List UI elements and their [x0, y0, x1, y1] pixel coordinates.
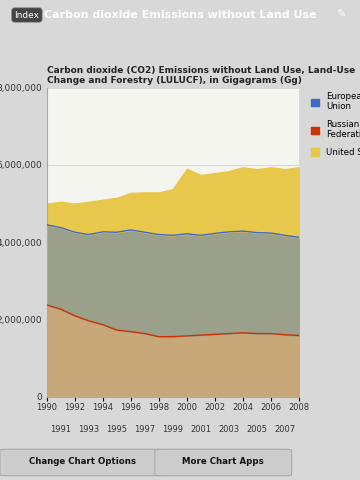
Text: 1999: 1999 — [162, 425, 183, 434]
Text: 2007: 2007 — [274, 425, 295, 434]
FancyBboxPatch shape — [0, 449, 166, 476]
Text: 2005: 2005 — [246, 425, 267, 434]
Text: ✎: ✎ — [336, 10, 346, 20]
Text: Carbon dioxide (CO2) Emissions without Land Use, Land-Use
Change and Forestry (L: Carbon dioxide (CO2) Emissions without L… — [47, 66, 355, 85]
Text: 1995: 1995 — [106, 425, 127, 434]
FancyBboxPatch shape — [155, 449, 292, 476]
Text: 2003: 2003 — [218, 425, 239, 434]
Text: Carbon dioxide Emissions without Land Use: Carbon dioxide Emissions without Land Us… — [44, 10, 316, 20]
Text: Change Chart Options: Change Chart Options — [29, 457, 136, 466]
Text: 1993: 1993 — [78, 425, 99, 434]
Text: 1991: 1991 — [50, 425, 71, 434]
Text: More Chart Apps: More Chart Apps — [182, 457, 264, 466]
Text: 1997: 1997 — [134, 425, 156, 434]
Legend: European
Union, Russian
Federation, United States: European Union, Russian Federation, Unit… — [311, 92, 360, 157]
Text: 2001: 2001 — [190, 425, 211, 434]
Text: Index: Index — [14, 11, 39, 20]
